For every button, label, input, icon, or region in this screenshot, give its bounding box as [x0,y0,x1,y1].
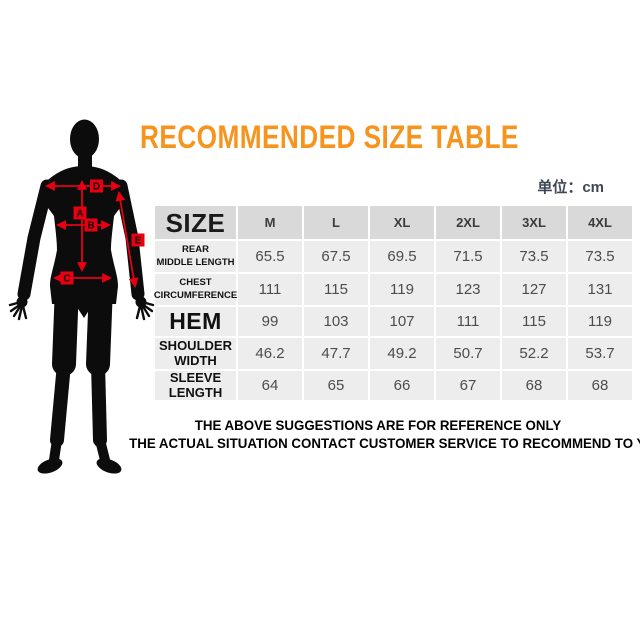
row-label-line: CIRCUMFERENCE [153,289,238,301]
measure-line-e [115,191,139,288]
table-cell: 131 [568,274,632,305]
col-header-m: M [238,206,302,239]
fingers [8,300,155,321]
right-ankle [95,435,110,465]
right-foot [96,458,122,474]
left-thigh [52,274,79,376]
row-label-line: SHOULDER [159,337,232,353]
col-header-l: L [304,206,368,239]
head [70,119,99,159]
neck [78,152,92,170]
table-cell: 46.2 [238,338,302,369]
table-cell: 107 [370,307,434,336]
row-label-chest-circumference: CHEST CIRCUMFERENCE [153,274,238,305]
measure-label-c: C [63,274,70,285]
row-label-hem: HEM [155,307,236,336]
row-label-line: LENGTH [168,384,223,400]
table-cell: 123 [436,274,500,305]
table-cell: 73.5 [568,241,632,272]
row-label-line: SLEEVE [169,369,222,385]
col-header-size: SIZE [155,206,236,239]
table-cell: 127 [502,274,566,305]
measure-label-b: B [87,221,94,232]
table-cell: 65.5 [238,241,302,272]
footer-note: THE ABOVE SUGGESTIONS ARE FOR REFERENCE … [129,417,640,452]
size-table: SIZE M L XL 2XL 3XL 4XL REAR MIDDLE LENG… [153,206,632,400]
measure-label-a: A [76,209,83,220]
unit-label: 单位：cm [537,179,604,196]
measure-label-d: D [93,182,100,193]
table-cell: 73.5 [502,241,566,272]
body-silhouette: D A B C E [8,119,155,474]
left-calf [50,357,71,447]
row-label-line: WIDTH [174,352,217,368]
left-arm [17,179,54,301]
table-cell: 115 [502,307,566,336]
measurement-lines [45,180,139,288]
page-title: RECOMMENDED SIZE TABLE [140,119,519,155]
footer-note-line1: THE ABOVE SUGGESTIONS ARE FOR REFERENCE … [194,417,562,433]
table-cell: 49.2 [370,338,434,369]
table-cell: 103 [304,307,368,336]
row-label-line: HEM [169,308,222,334]
left-foot [37,458,63,474]
table-cell: 71.5 [436,241,500,272]
table-cell: 64 [238,371,302,400]
silhouette-shapes [8,119,155,474]
table-cell: 68 [568,371,632,400]
table-cell: 68 [502,371,566,400]
table-cell: 47.7 [304,338,368,369]
row-label-rear-middle-length: REAR MIDDLE LENGTH [155,241,236,272]
table-cell: 50.7 [436,338,500,369]
right-thigh [86,274,113,376]
left-ankle [49,435,62,465]
table-cell: 67 [436,371,500,400]
table-cell: 119 [370,274,434,305]
table-cell: 65 [304,371,368,400]
table-cell: 115 [304,274,368,305]
row-label-shoulder-width: SHOULDER WIDTH [155,338,236,369]
col-header-2xl: 2XL [436,206,500,239]
table-cell: 111 [238,274,302,305]
col-header-4xl: 4XL [568,206,632,239]
table-cell: 111 [436,307,500,336]
col-header-3xl: 3XL [502,206,566,239]
table-cell: 67.5 [304,241,368,272]
measurement-labels: D A B C E [60,179,145,285]
footer-note-line2: THE ACTUAL SITUATION CONTACT CUSTOMER SE… [129,434,640,451]
legs [49,274,113,465]
row-label-line: MIDDLE LENGTH [156,256,235,268]
row-label-line: REAR [182,244,209,256]
table-cell: 53.7 [568,338,632,369]
row-label-line: CHEST [179,277,212,289]
table-cell: 99 [238,307,302,336]
measure-label-e: E [135,236,142,247]
table-cell: 69.5 [370,241,434,272]
table-cell: 52.2 [502,338,566,369]
table-cell: 119 [568,307,632,336]
table-cell: 66 [370,371,434,400]
right-calf [91,357,107,447]
col-header-xl: XL [370,206,434,239]
row-label-sleeve-length: SLEEVE LENGTH [155,369,236,400]
